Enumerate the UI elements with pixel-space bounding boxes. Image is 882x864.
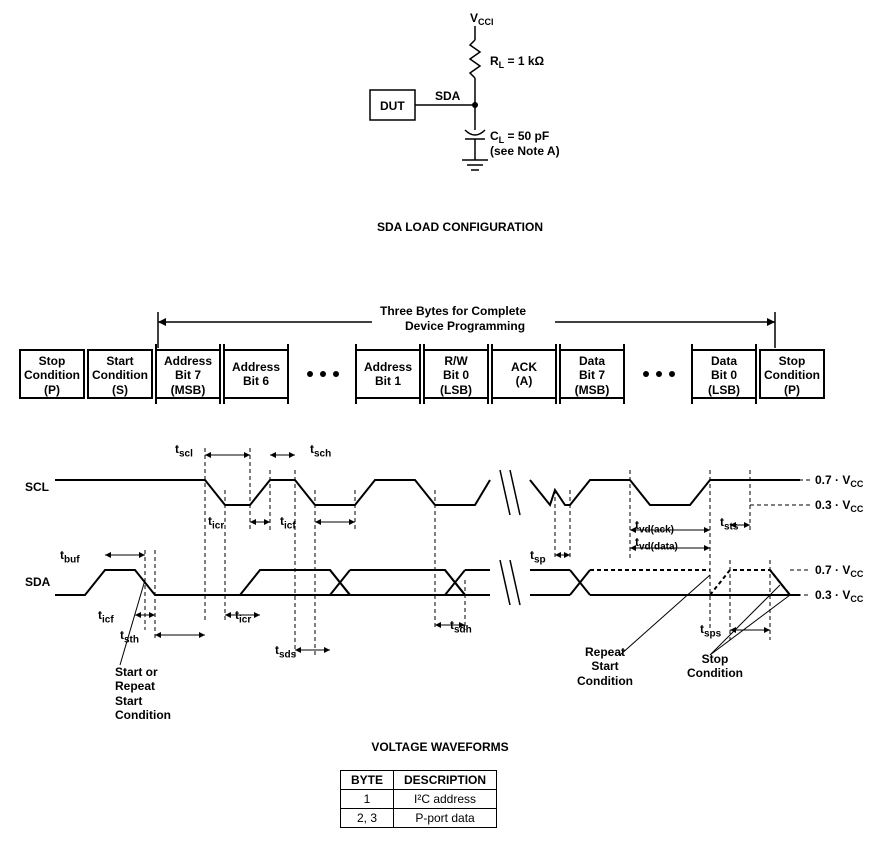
svg-text:0.3 · VCC: 0.3 · VCC [815,498,864,514]
t-vd-data: tvd(data) [635,535,678,552]
byte-table: BYTE DESCRIPTION 1 I²C address 2, 3 P-po… [340,770,497,828]
sda-label: SDA [25,575,50,589]
t-sps: tsps [700,622,721,639]
diagram-root: VCCI RL = 1 kΩ DUT SDA CL = 50 pF (see N… [10,10,872,854]
t-sch: tsch [310,442,331,459]
seq-box-2: AddressBit 7(MSB) [156,354,220,397]
timing-waveform: 0.7 · VCC 0.3 · VCC 0.7 · VCC 0.3 · VCC [10,430,872,690]
svg-text:0.7 · VCC: 0.7 · VCC [815,473,864,489]
t-vd-ack: tvd(ack) [635,518,674,535]
t-icr-2: ticr [235,608,251,625]
td-r1c1: 1 [341,790,394,809]
svg-text:VCCI: VCCI [470,11,494,27]
waveform-title: VOLTAGE WAVEFORMS [310,740,570,754]
t-sdh: tsdh [450,618,472,635]
td-r1c2: I²C address [394,790,497,809]
seq-box-3: AddressBit 6 [224,360,288,389]
repeat-start-annot: RepeatStartCondition [565,645,645,688]
t-sth: tsth [120,628,139,645]
td-r2c2: P-port data [394,809,497,828]
t-sds: tsds [275,643,296,660]
t-sts: tsts [720,515,738,532]
seq-box-1: StartCondition(S) [88,354,152,397]
seq-box-7: DataBit 7(MSB) [560,354,624,397]
seq-box-4: AddressBit 1 [356,360,420,389]
svg-text:Three Bytes for Complete: Three Bytes for Complete [380,304,526,318]
seq-box-5: R/WBit 0(LSB) [424,354,488,397]
stop-annot: StopCondition [675,652,755,681]
seq-box-8: DataBit 0(LSB) [692,354,756,397]
t-icf-1: ticf [280,514,296,531]
scl-label: SCL [25,480,49,494]
load-circuit: VCCI RL = 1 kΩ DUT SDA CL = 50 pF (see N… [340,10,640,210]
svg-text:SDA: SDA [435,89,461,103]
seq-box-9: StopCondition(P) [760,354,824,397]
svg-text:0.7 · VCC: 0.7 · VCC [815,563,864,579]
t-buf: tbuf [60,548,80,565]
seq-box-6: ACK(A) [492,360,556,389]
svg-text:(see Note A): (see Note A) [490,144,560,158]
th-byte: BYTE [341,771,394,790]
t-icf-2: ticf [98,608,114,625]
svg-text:RL = 1 kΩ: RL = 1 kΩ [490,54,545,70]
t-scl: tscl [175,442,193,459]
svg-text:Device Programming: Device Programming [405,319,525,333]
svg-text:CL = 50 pF: CL = 50 pF [490,129,549,145]
td-r2c1: 2, 3 [341,809,394,828]
seq-box-0: StopCondition(P) [20,354,84,397]
t-sp: tsp [530,548,546,565]
th-desc: DESCRIPTION [394,771,497,790]
start-repeat-annot: Start orRepeatStartCondition [115,665,171,723]
circuit-title: SDA LOAD CONFIGURATION [310,220,610,234]
svg-text:0.3 · VCC: 0.3 · VCC [815,588,864,604]
t-icr-1: ticr [208,514,224,531]
svg-text:DUT: DUT [380,99,405,113]
